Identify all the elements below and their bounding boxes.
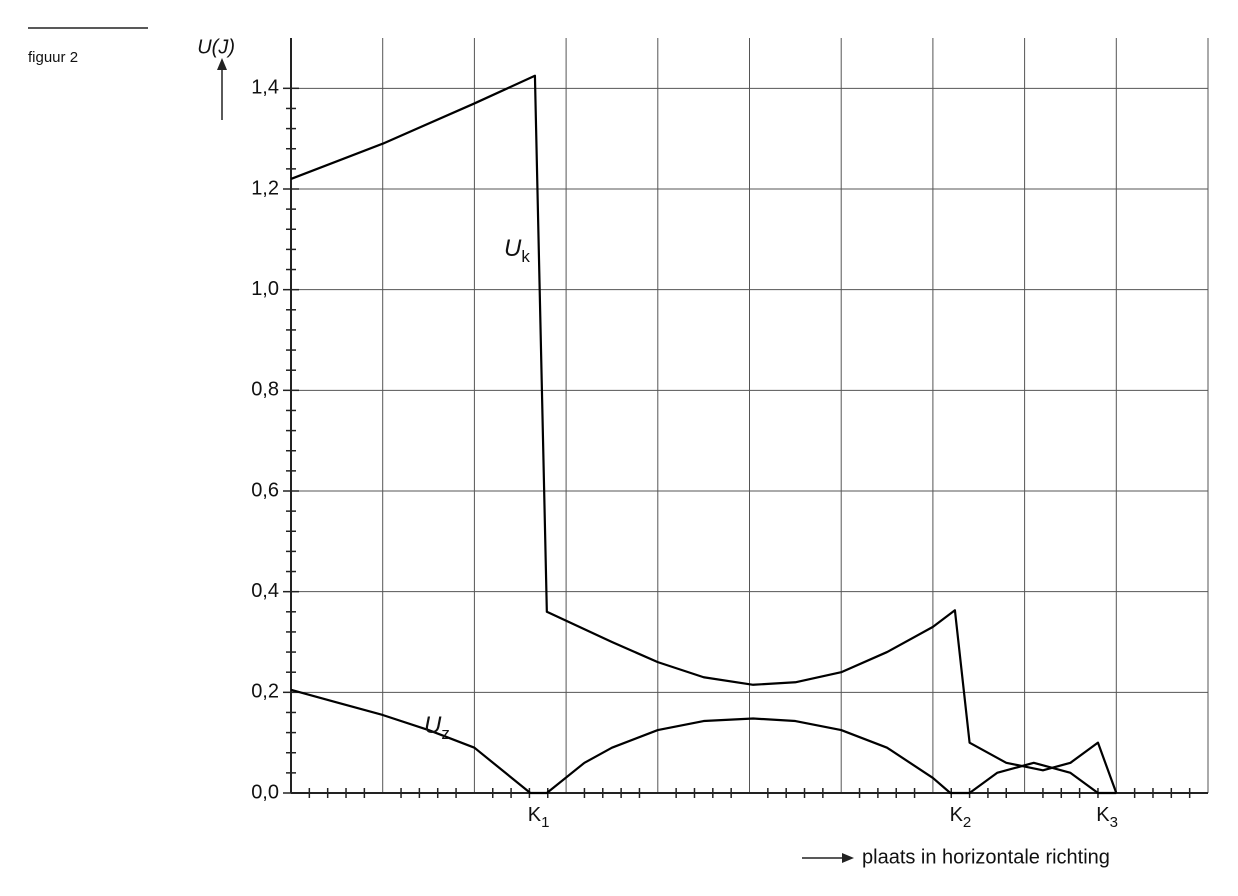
y-tick-label: 0,0 (251, 781, 279, 803)
series-name: U (424, 712, 442, 739)
y-tick-label: 0,4 (251, 580, 279, 602)
marker-sub: 2 (963, 814, 971, 831)
y-tick-label: 1,2 (251, 177, 279, 199)
x-marker-label: K2 (950, 804, 972, 831)
y-tick-label: 1,4 (251, 77, 279, 99)
figure-label: figuur 2 (28, 49, 78, 66)
y-tick-label: 0,8 (251, 379, 279, 401)
series-sub: z (441, 724, 450, 743)
x-arrow (802, 853, 854, 863)
y-tick-label: 1,0 (251, 278, 279, 300)
x-marker-label: K1 (528, 804, 550, 831)
series-line (290, 688, 1117, 795)
marker-text: K (1096, 804, 1110, 826)
x-marker-label: K3 (1096, 804, 1118, 831)
series-line (290, 74, 1118, 794)
series-label: Uz (424, 712, 450, 743)
marker-sub: 3 (1110, 814, 1118, 831)
y-tick-label: 0,6 (251, 479, 279, 501)
marker-text: K (528, 804, 542, 826)
series-sub: k (521, 247, 530, 266)
marker-text: K (950, 804, 964, 826)
y-tick-label: 0,2 (251, 681, 279, 703)
series-label: Uk (504, 235, 530, 266)
y-axis-label: U(J) (197, 36, 235, 58)
series-name: U (504, 235, 522, 262)
x-axis-label: plaats in horizontale richting (862, 846, 1110, 868)
marker-sub: 1 (541, 814, 549, 831)
y-arrow (217, 58, 227, 120)
